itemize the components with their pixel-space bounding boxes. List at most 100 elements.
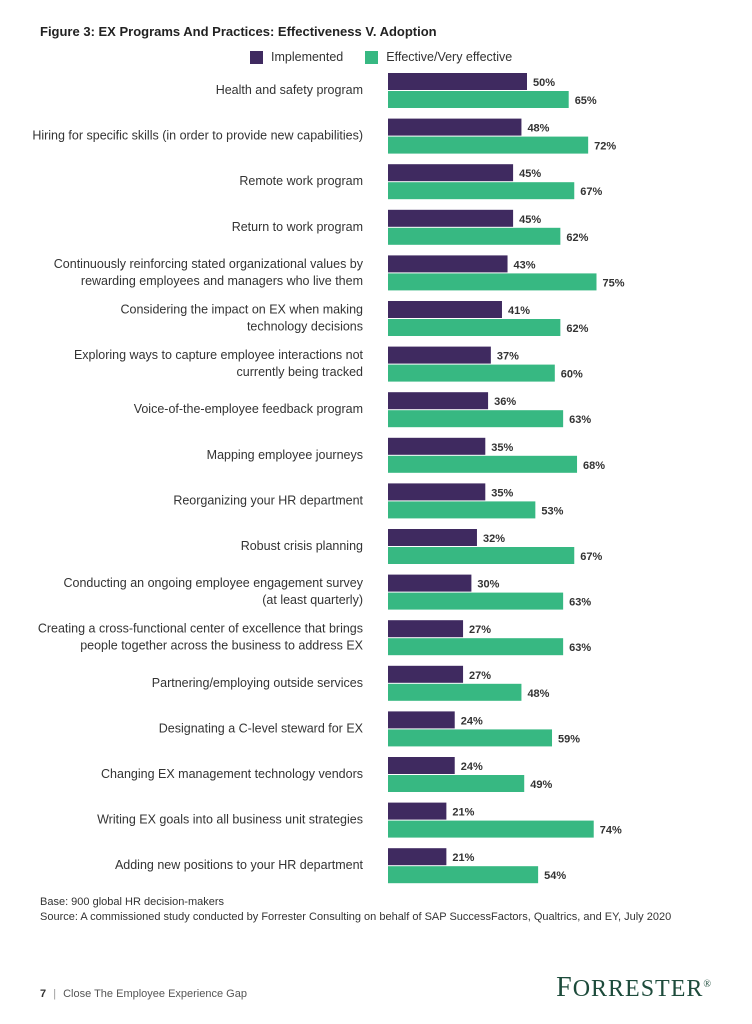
data-label-effective: 74% [600, 825, 622, 837]
data-label-implemented: 45% [519, 214, 541, 226]
category-label: rewarding employees and managers who liv… [81, 274, 363, 288]
bar-effective [388, 592, 564, 610]
footer-separator: | [53, 988, 57, 1000]
data-label-implemented: 48% [527, 123, 549, 135]
bar-effective [388, 729, 553, 747]
data-label-implemented: 36% [494, 396, 516, 408]
data-label-implemented: 35% [491, 442, 513, 454]
category-label: Hiring for specific skills (in order to … [32, 129, 363, 143]
data-label-effective: 67% [580, 551, 602, 563]
data-label-implemented: 21% [452, 807, 474, 819]
bar-implemented [388, 665, 464, 683]
data-label-implemented: 43% [514, 259, 536, 271]
forrester-logo: FORRESTER® [556, 972, 712, 1003]
data-label-effective: 63% [569, 414, 591, 426]
bar-effective [388, 182, 575, 200]
bar-implemented [388, 711, 455, 729]
document-title: Close The Employee Experience Gap [63, 988, 247, 1000]
category-label: Voice-of-the-employee feedback program [134, 402, 363, 416]
category-label: Reorganizing your HR department [173, 493, 363, 507]
bar-effective [388, 319, 561, 336]
category-label: Return to work program [232, 220, 363, 234]
data-label-implemented: 50% [533, 77, 555, 89]
bar-implemented [388, 483, 486, 501]
page-number: 7 [40, 988, 47, 1000]
bar-implemented [388, 209, 514, 227]
category-label: Considering the impact on EX when making [121, 303, 364, 317]
bar-effective [388, 364, 555, 382]
data-label-implemented: 24% [461, 761, 483, 773]
data-label-effective: 65% [575, 95, 597, 107]
legend-swatch-implemented [250, 50, 263, 64]
data-label-effective: 62% [566, 323, 588, 335]
category-label: Creating a cross-functional center of ex… [38, 622, 363, 636]
data-label-effective: 68% [583, 460, 605, 472]
category-label: Adding new positions to your HR departme… [115, 858, 364, 872]
bar-implemented [388, 164, 514, 182]
bar-effective [388, 136, 589, 154]
data-label-effective: 60% [561, 369, 583, 381]
bar-effective [388, 775, 525, 792]
bar-effective [388, 455, 578, 473]
data-label-effective: 75% [603, 277, 625, 289]
bar-implemented [388, 848, 447, 866]
category-label: Conducting an ongoing employee engagemen… [63, 576, 363, 590]
category-label: Remote work program [239, 174, 363, 188]
data-label-implemented: 32% [483, 533, 505, 545]
bar-implemented [388, 118, 522, 136]
data-label-effective: 63% [569, 597, 591, 609]
data-label-implemented: 21% [452, 852, 474, 864]
bar-effective [388, 683, 522, 701]
bar-implemented [388, 802, 447, 820]
data-label-implemented: 27% [469, 670, 491, 682]
bar-effective [388, 227, 561, 245]
data-label-effective: 59% [558, 733, 580, 745]
data-label-effective: 48% [527, 688, 549, 700]
bar-effective [388, 638, 564, 656]
bar-effective [388, 410, 564, 428]
category-label: Writing EX goals into all business unit … [97, 813, 363, 827]
data-label-implemented: 24% [461, 715, 483, 727]
category-label: Designating a C-level steward for EX [159, 721, 364, 735]
data-label-effective: 67% [580, 186, 602, 198]
legend-item-implemented: Implemented [250, 50, 343, 64]
bar-effective [388, 547, 575, 564]
bar-implemented [388, 757, 455, 774]
category-label: technology decisions [247, 320, 363, 334]
chart-title: Figure 3: EX Programs And Practices: Eff… [40, 24, 437, 39]
data-label-implemented: 35% [491, 487, 513, 499]
bar-implemented [388, 620, 464, 638]
data-label-effective: 63% [569, 642, 591, 654]
data-label-implemented: 27% [469, 624, 491, 636]
bar-implemented [388, 346, 491, 364]
bar-implemented [388, 437, 486, 455]
category-label: Partnering/employing outside services [152, 676, 363, 690]
bar-effective [388, 866, 539, 884]
bar-implemented [388, 574, 472, 592]
data-label-effective: 72% [594, 141, 616, 153]
category-label: Exploring ways to capture employee inter… [74, 348, 364, 362]
legend-label-effective: Effective/Very effective [386, 50, 513, 64]
category-label: Robust crisis planning [241, 539, 363, 553]
category-label: Continuously reinforcing stated organiza… [54, 257, 364, 271]
data-label-implemented: 41% [508, 305, 530, 317]
data-label-implemented: 37% [497, 351, 519, 363]
legend-swatch-effective [365, 50, 379, 64]
category-label: Mapping employee journeys [207, 448, 363, 462]
bar-implemented [388, 392, 489, 410]
data-label-effective: 49% [530, 779, 552, 791]
category-label: Changing EX management technology vendor… [101, 767, 363, 781]
data-label-implemented: 45% [519, 168, 541, 180]
bar-chart: Health and safety program 50% 65% Hiring fo… [32, 73, 625, 884]
bar-implemented [388, 255, 508, 273]
category-label: people together across the business to a… [80, 639, 363, 653]
bar-implemented [388, 529, 477, 546]
data-label-effective: 53% [541, 505, 563, 517]
bar-effective [388, 820, 594, 838]
data-label-effective: 62% [566, 232, 588, 244]
bar-implemented [388, 301, 502, 318]
bar-effective [388, 501, 536, 519]
data-label-implemented: 30% [477, 579, 499, 591]
category-label: currently being tracked [237, 365, 364, 379]
category-label: (at least quarterly) [262, 593, 363, 607]
